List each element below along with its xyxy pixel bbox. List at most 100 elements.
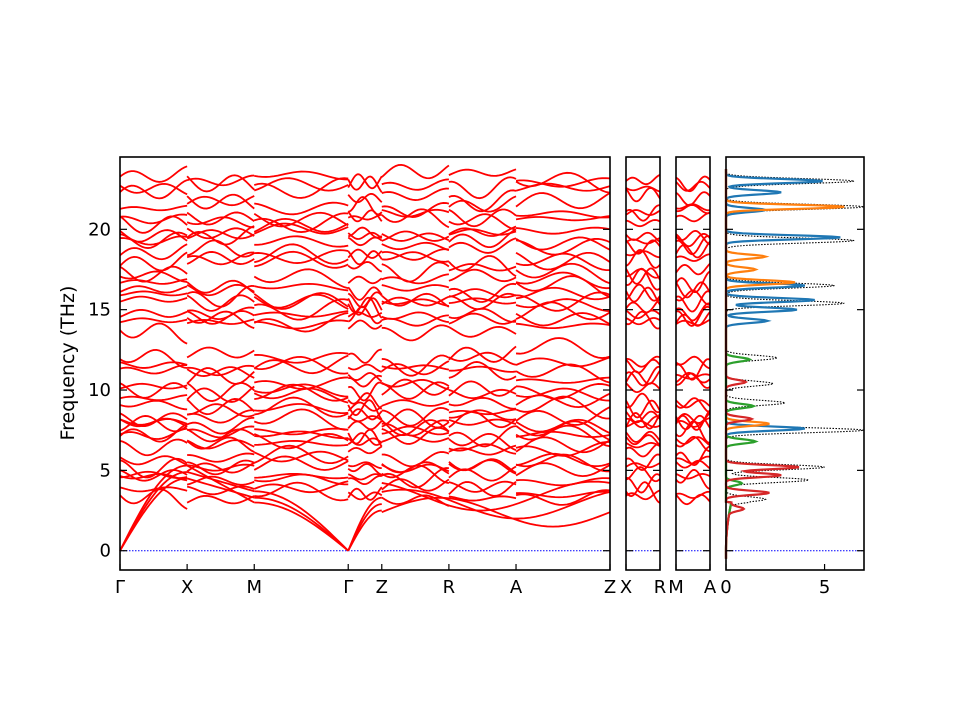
band-branch-22-segment-0 (119, 364, 188, 375)
band-branch-8-segment-0 (625, 237, 661, 245)
band-branch-6-segment-3 (347, 231, 383, 240)
band-branch-9-segment-3 (347, 250, 383, 266)
band-branch-2-segment-0 (119, 179, 188, 200)
band-branch-19-segment-2 (253, 312, 349, 333)
band-branch-14-segment-0 (119, 285, 188, 294)
band-branch-39-segment-0 (625, 481, 661, 504)
band-branch-11-segment-3 (347, 261, 383, 273)
band-branch-16-segment-5 (448, 297, 517, 305)
band-branch-12-segment-0 (119, 270, 188, 283)
band-branch-2-segment-0 (625, 187, 661, 203)
band-branch-17-segment-0 (675, 305, 711, 327)
band-branch-18-segment-3 (347, 305, 383, 325)
band-branch-21-segment-6 (515, 356, 611, 368)
band-branch-34-segment-0 (625, 443, 661, 458)
band-branch-25-segment-0 (119, 394, 188, 402)
band-branch-0-segment-0 (675, 175, 711, 193)
high-symmetry-label: Z (376, 577, 388, 598)
band-branch-11-segment-6 (515, 262, 611, 285)
band-branch-37-segment-0 (675, 473, 711, 480)
band-branch-24-segment-6 (515, 383, 611, 400)
band-branch-4-segment-0 (675, 204, 711, 215)
band-branch-23-segment-4 (381, 381, 450, 400)
band-branch-5-segment-5 (448, 213, 517, 231)
band-branch-7-segment-4 (381, 230, 450, 242)
band-branch-3-segment-6 (515, 192, 611, 210)
dos-x-tick-label: 0 (720, 577, 731, 598)
band-branch-40-segment-3 (347, 486, 383, 501)
band-branch-8-segment-0 (119, 235, 188, 246)
high-symmetry-label: R (654, 577, 667, 598)
band-branch-34-segment-2 (253, 450, 349, 463)
band-branch-1-segment-5 (448, 176, 517, 200)
band-branch-24-segment-3 (347, 381, 383, 402)
band-branch-27-segment-0 (625, 410, 661, 424)
acoustic-branch-zraz-0 (381, 496, 611, 528)
band-branch-12-segment-6 (515, 271, 611, 290)
band-branch-37-segment-6 (515, 462, 611, 477)
band-branch-13-segment-0 (675, 281, 711, 299)
band-branch-34-segment-5 (448, 444, 517, 456)
band-branch-13-segment-2 (254, 282, 349, 292)
y-tick-label: 10 (88, 380, 111, 401)
band-branch-29-segment-1 (186, 416, 255, 435)
band-branch-3-segment-2 (254, 201, 349, 216)
band-branch-17-segment-0 (625, 298, 661, 314)
band-branch-4-segment-0 (119, 215, 188, 234)
band-branch-29-segment-4 (381, 419, 450, 437)
band-branch-2-segment-6 (515, 182, 611, 192)
y-tick-label: 5 (100, 460, 111, 481)
band-branch-26-segment-6 (515, 392, 611, 409)
acoustic-branch-gx-2 (119, 464, 188, 552)
band-branch-2-segment-2 (253, 177, 349, 192)
band-branch-24-segment-0 (675, 372, 711, 389)
panel-frame (119, 156, 611, 571)
band-branch-38-segment-6 (515, 477, 611, 487)
band-branch-40-segment-0 (625, 489, 661, 501)
band-branch-17-segment-0 (119, 309, 188, 318)
band-branch-39-segment-3 (347, 491, 383, 501)
band-branch-4-segment-0 (625, 209, 661, 216)
band-branch-22-segment-5 (448, 365, 517, 373)
band-branch-20-segment-1 (186, 346, 255, 359)
y-tick-label: 0 (100, 541, 111, 562)
band-branch-25-segment-2 (253, 387, 349, 404)
band-branch-33-segment-0 (675, 436, 711, 453)
band-branch-19-segment-0 (675, 318, 711, 326)
band-branch-37-segment-1 (186, 462, 255, 474)
band-branch-8-segment-3 (347, 236, 383, 247)
band-branch-34-segment-3 (347, 445, 383, 455)
band-branch-5-segment-2 (253, 212, 349, 233)
band-branch-36-segment-0 (675, 459, 711, 470)
band-branch-4-segment-1 (186, 211, 255, 226)
band-branch-19-segment-0 (119, 322, 188, 345)
dos-panel-frame (725, 156, 865, 571)
band-branch-10-segment-0 (675, 253, 711, 262)
band-branch-3-segment-5 (448, 195, 517, 213)
band-branch-21-segment-4 (381, 364, 450, 371)
band-branch-40-segment-1 (186, 494, 255, 505)
band-branch-4-segment-4 (381, 208, 450, 218)
band-branch-40-segment-5 (448, 495, 517, 502)
band-branch-21-segment-3 (347, 363, 383, 373)
band-branch-5-segment-6 (515, 215, 611, 222)
band-branch-0-segment-0 (625, 174, 661, 186)
acoustic-branch-xm-0 (186, 477, 255, 499)
band-branch-36-segment-1 (186, 459, 255, 476)
band-branch-9-segment-1 (186, 239, 255, 258)
band-branch-5-segment-3 (347, 213, 382, 221)
band-branch-32-segment-3 (347, 437, 383, 446)
band-branch-20-segment-5 (448, 351, 517, 366)
band-branch-38-segment-1 (186, 475, 255, 486)
band-branch-33-segment-0 (625, 442, 661, 449)
band-branch-16-segment-4 (381, 295, 450, 307)
band-branch-24-segment-5 (448, 388, 517, 400)
band-branch-18-segment-0 (119, 317, 188, 324)
band-branch-36-segment-0 (625, 462, 661, 469)
band-branch-10-segment-0 (119, 251, 188, 272)
band-branch-15-segment-0 (675, 289, 711, 306)
y-tick-label: 20 (88, 219, 111, 240)
band-branch-0-segment-4 (381, 163, 450, 180)
band-branch-30-segment-0 (625, 412, 661, 430)
band-branch-9-segment-5 (448, 237, 517, 254)
